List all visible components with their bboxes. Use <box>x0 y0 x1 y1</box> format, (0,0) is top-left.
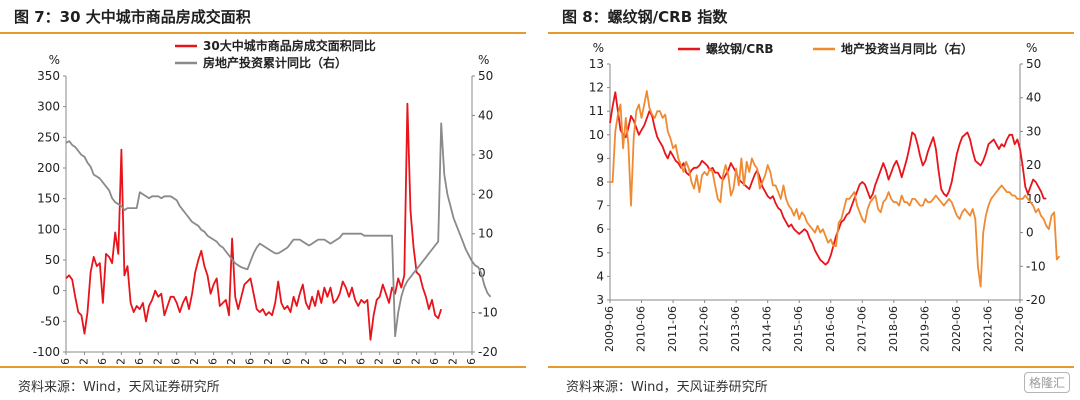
right-x-tick-label: 2022-06 <box>1013 306 1026 352</box>
right-right-tick-label: 0 <box>1026 226 1034 240</box>
right-x-tick-label: 2013-06 <box>729 306 742 352</box>
right-legend-label-1: 螺纹钢/CRB <box>706 41 774 56</box>
right-x-tick-label: 2017-06 <box>855 306 868 352</box>
right-x-tick-label: 2011-06 <box>666 306 679 352</box>
left-x-tick-label: 2020-12 <box>410 358 423 364</box>
left-right-tick-label: 20 <box>478 187 493 201</box>
left-left-tick-label: 50 <box>45 253 60 267</box>
right-x-tick-label: 2015-06 <box>792 306 805 352</box>
left-x-tick-label: 2011-12 <box>77 358 90 364</box>
brand-watermark: 格隆汇 <box>1023 372 1070 393</box>
left-left-tick-label: -50 <box>40 314 60 328</box>
right-left-tick-label: 6 <box>596 222 604 236</box>
left-chart-title: 图 7：30 大中城市商品房成交面积 <box>14 8 251 26</box>
right-x-tick-label: 2021-06 <box>981 306 994 352</box>
right-left-tick-label: 13 <box>589 57 604 71</box>
right-line-chart: % %345678910111213-20-10010203040502009-0… <box>589 41 1061 352</box>
right-left-tick-label: 8 <box>596 175 604 189</box>
right-x-tick-label: 2014-06 <box>761 306 774 352</box>
left-x-tick-label: 2017-12 <box>299 358 312 364</box>
left-right-tick-label: -20 <box>478 345 498 359</box>
left-left-tick-label: 350 <box>37 69 60 83</box>
left-left-tick-label: 150 <box>37 192 60 206</box>
left-x-tick-label: 2014-06 <box>170 358 183 364</box>
left-legend-label-1: 30大中城市商品房成交面积同比 <box>203 38 376 53</box>
left-left-tick-label: 300 <box>37 100 60 114</box>
right-x-tick-label: 2012-06 <box>698 306 711 352</box>
right-left-tick-label: 11 <box>589 104 604 118</box>
left-x-tick-label: 2015-06 <box>207 358 220 364</box>
right-x-tick-label: 2019-06 <box>918 306 931 352</box>
right-right-tick-label: 20 <box>1026 158 1041 172</box>
left-legend-label-2: 房地产投资累计同比（右） <box>203 55 347 70</box>
left-series-1-line <box>65 102 443 341</box>
right-top-divider <box>548 32 1074 34</box>
left-right-tick-label: 30 <box>478 148 493 162</box>
left-left-tick-label: 100 <box>37 222 60 236</box>
left-x-tick-label: 2017-06 <box>280 358 293 364</box>
right-left-tick-label: 12 <box>589 81 604 95</box>
right-left-tick-label: 10 <box>589 128 604 142</box>
left-x-tick-label: 2014-12 <box>188 358 201 364</box>
right-right-tick-label: -10 <box>1026 259 1046 273</box>
right-x-tick-label: 2020-06 <box>950 306 963 352</box>
left-x-tick-label: 2018-12 <box>336 358 349 364</box>
left-x-tick-label: 2013-12 <box>151 358 164 364</box>
left-left-unit-label: % <box>49 53 60 67</box>
left-x-tick-label: 2021-06 <box>428 358 441 364</box>
right-chart-panel: 图 8：螺纹钢/CRB 指数 %% 3 4 5 6 7 8 9 10 11 12 13 -20 -10 0 1… <box>548 0 1080 400</box>
left-x-tick-label: 2022-06 <box>465 358 478 364</box>
left-left-tick-label: 200 <box>37 161 60 175</box>
left-x-tick-label: 2019-12 <box>373 358 386 364</box>
right-legend-label-2: 地产投资当月同比（右） <box>841 41 973 56</box>
left-x-tick-label: 2013-06 <box>133 358 146 364</box>
right-right-tick-label: 50 <box>1026 57 1041 71</box>
right-left-tick-label: 3 <box>596 293 604 307</box>
right-bottom-divider <box>548 366 1074 368</box>
left-x-tick-label: 2020-06 <box>391 358 404 364</box>
left-bottom-divider <box>0 366 526 368</box>
right-chart-title: 图 8：螺纹钢/CRB 指数 <box>562 8 728 26</box>
left-x-tick-label: 2012-12 <box>114 358 127 364</box>
left-left-tick-label: -100 <box>33 345 60 359</box>
left-top-divider <box>0 32 526 34</box>
left-left-tick-label: 250 <box>37 130 60 144</box>
left-line-chart: % %-100-50050100150200250300350-20-100102… <box>33 38 498 364</box>
right-right-tick-label: -20 <box>1026 293 1046 307</box>
right-right-tick-label: 30 <box>1026 124 1041 138</box>
left-x-tick-label: 2015-12 <box>225 358 238 364</box>
left-x-tick-label: 2018-06 <box>317 358 330 364</box>
right-left-tick-label: 5 <box>596 246 604 260</box>
right-series-1-line <box>609 91 1047 266</box>
left-right-tick-label: 50 <box>478 69 493 83</box>
left-x-tick-label: 2012-06 <box>96 358 109 364</box>
right-series-2-line <box>610 90 1061 288</box>
left-x-tick-label: 2011-06 <box>59 358 72 364</box>
right-left-tick-label: 4 <box>596 269 604 283</box>
left-right-tick-label: 10 <box>478 227 493 241</box>
left-series-2-line <box>65 122 492 338</box>
left-right-tick-label: -10 <box>478 306 498 320</box>
right-right-unit-label: % <box>1026 41 1037 55</box>
right-x-tick-label: 2018-06 <box>887 306 900 352</box>
left-chart-panel: 图 7：30 大中城市商品房成交面积 %% -100 -50 0 50 100 150 200… <box>0 0 532 400</box>
right-left-tick-label: 7 <box>596 199 604 213</box>
left-right-unit-label: % <box>478 53 489 67</box>
right-x-tick-label: 2009-06 <box>603 306 616 352</box>
left-right-tick-label: 40 <box>478 108 493 122</box>
left-x-tick-label: 2019-06 <box>354 358 367 364</box>
left-x-tick-label: 2016-12 <box>262 358 275 364</box>
left-x-tick-label: 2021-12 <box>447 358 460 364</box>
right-source-note: 资料来源：Wind，天风证券研究所 <box>566 380 768 395</box>
left-source-note: 资料来源：Wind，天风证券研究所 <box>18 380 220 395</box>
left-x-tick-label: 2016-06 <box>244 358 257 364</box>
right-left-tick-label: 9 <box>596 151 604 165</box>
right-right-tick-label: 40 <box>1026 91 1041 105</box>
right-left-unit-label: % <box>593 41 604 55</box>
right-x-tick-label: 2016-06 <box>824 306 837 352</box>
left-left-tick-label: 0 <box>52 284 60 298</box>
right-x-tick-label: 2010-06 <box>635 306 648 352</box>
